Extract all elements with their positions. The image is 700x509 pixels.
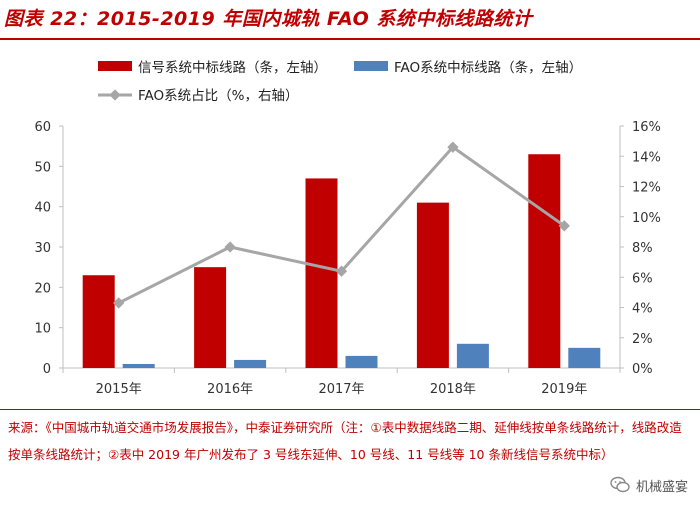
y-left-tick-label: 30 bbox=[34, 241, 51, 256]
y-right-tick-label: 12% bbox=[632, 181, 661, 196]
legend: 信号系统中标线路（条，左轴） FAO系统中标线路（条，左轴） FAO系统占比（%，右… bbox=[98, 59, 582, 104]
y-left-tick-label: 20 bbox=[34, 281, 51, 296]
y-right-tick-label: 16% bbox=[632, 120, 661, 135]
fao-line-bar bbox=[234, 359, 267, 368]
source-divider bbox=[0, 409, 700, 410]
signal-line-bar bbox=[305, 178, 338, 368]
signal-line-bar bbox=[528, 154, 561, 368]
y-left-tick-label: 40 bbox=[34, 201, 51, 216]
legend-item-fao-label: FAO系统中标线路（条，左轴） bbox=[394, 59, 582, 76]
y-left-tick-label: 60 bbox=[34, 120, 51, 135]
fao-line-bar bbox=[122, 363, 155, 368]
x-tick-label: 2017年 bbox=[318, 382, 364, 397]
signal-line-bar bbox=[416, 202, 449, 368]
x-tick-label: 2015年 bbox=[96, 382, 142, 397]
y-right-tick-label: 2% bbox=[632, 332, 653, 347]
y-right-tick-label: 6% bbox=[632, 271, 653, 286]
chart: 信号系统中标线路（条，左轴） FAO系统中标线路（条，左轴） FAO系统占比（%，右… bbox=[34, 59, 660, 397]
fao-ratio-point bbox=[558, 220, 570, 232]
signal-line-bar bbox=[82, 275, 115, 368]
y-right-tick-label: 8% bbox=[632, 241, 653, 256]
watermark-label: 机械盛宴 bbox=[635, 479, 688, 495]
x-tick-label: 2019年 bbox=[541, 382, 587, 397]
title-divider bbox=[0, 38, 700, 40]
y-left-tick-label: 50 bbox=[34, 160, 51, 175]
y-left-tick-label: 0 bbox=[43, 362, 51, 377]
wechat-icon bbox=[610, 475, 630, 495]
y-right-tick-label: 14% bbox=[632, 150, 661, 165]
x-tick-label: 2016年 bbox=[207, 382, 253, 397]
fao-ratio-point bbox=[224, 241, 236, 253]
legend-item-ratio-label: FAO系统占比（%，右轴） bbox=[138, 88, 298, 104]
x-tick-label: 2018年 bbox=[430, 382, 476, 397]
source-note: 来源：《中国城市轨道交通市场发展报告》，中泰证券研究所（注：①表中数据线路二期、… bbox=[8, 420, 682, 462]
y-left-tick-label: 10 bbox=[34, 322, 51, 337]
fao-line-bar bbox=[345, 355, 378, 368]
fao-ratio-point bbox=[335, 265, 348, 277]
y-right-tick-label: 4% bbox=[632, 302, 653, 317]
legend-item-signal-label: 信号系统中标线路（条，左轴） bbox=[138, 59, 327, 76]
y-right-tick-label: 10% bbox=[632, 211, 661, 226]
fao-ratio-line bbox=[118, 145, 566, 305]
legend-item-fao-swatch bbox=[354, 61, 388, 71]
signal-line-bar bbox=[194, 267, 227, 368]
watermark: 机械盛宴 bbox=[605, 473, 692, 497]
legend-item-signal-swatch bbox=[98, 61, 132, 71]
fao-ratio-point bbox=[113, 297, 125, 309]
legend-item-ratio-marker bbox=[109, 89, 121, 101]
chart-title: 图表 22：2015-2019 年国内城轨 FAO 系统中标线路统计 bbox=[4, 8, 533, 30]
y-right-tick-label: 0% bbox=[632, 362, 653, 377]
fao-line-bar bbox=[456, 343, 489, 368]
fao-line-bar bbox=[568, 347, 601, 368]
plot-area: 0 10 20 30 40 50 60 0% 2% 4% 6% 8% 10% 12% 14% 16% 2015年… bbox=[34, 120, 660, 397]
